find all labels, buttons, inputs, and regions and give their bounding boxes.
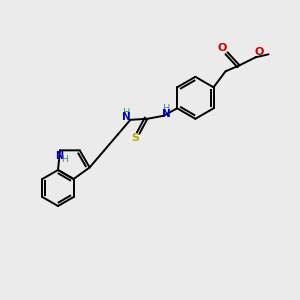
Text: N: N	[55, 151, 63, 161]
Text: O: O	[218, 43, 227, 53]
Text: N: N	[122, 112, 131, 122]
Text: S: S	[131, 133, 140, 143]
Text: H: H	[163, 104, 170, 114]
Text: H: H	[123, 108, 130, 118]
Text: O: O	[255, 47, 264, 57]
Text: N: N	[162, 109, 171, 119]
Text: H: H	[61, 155, 68, 164]
